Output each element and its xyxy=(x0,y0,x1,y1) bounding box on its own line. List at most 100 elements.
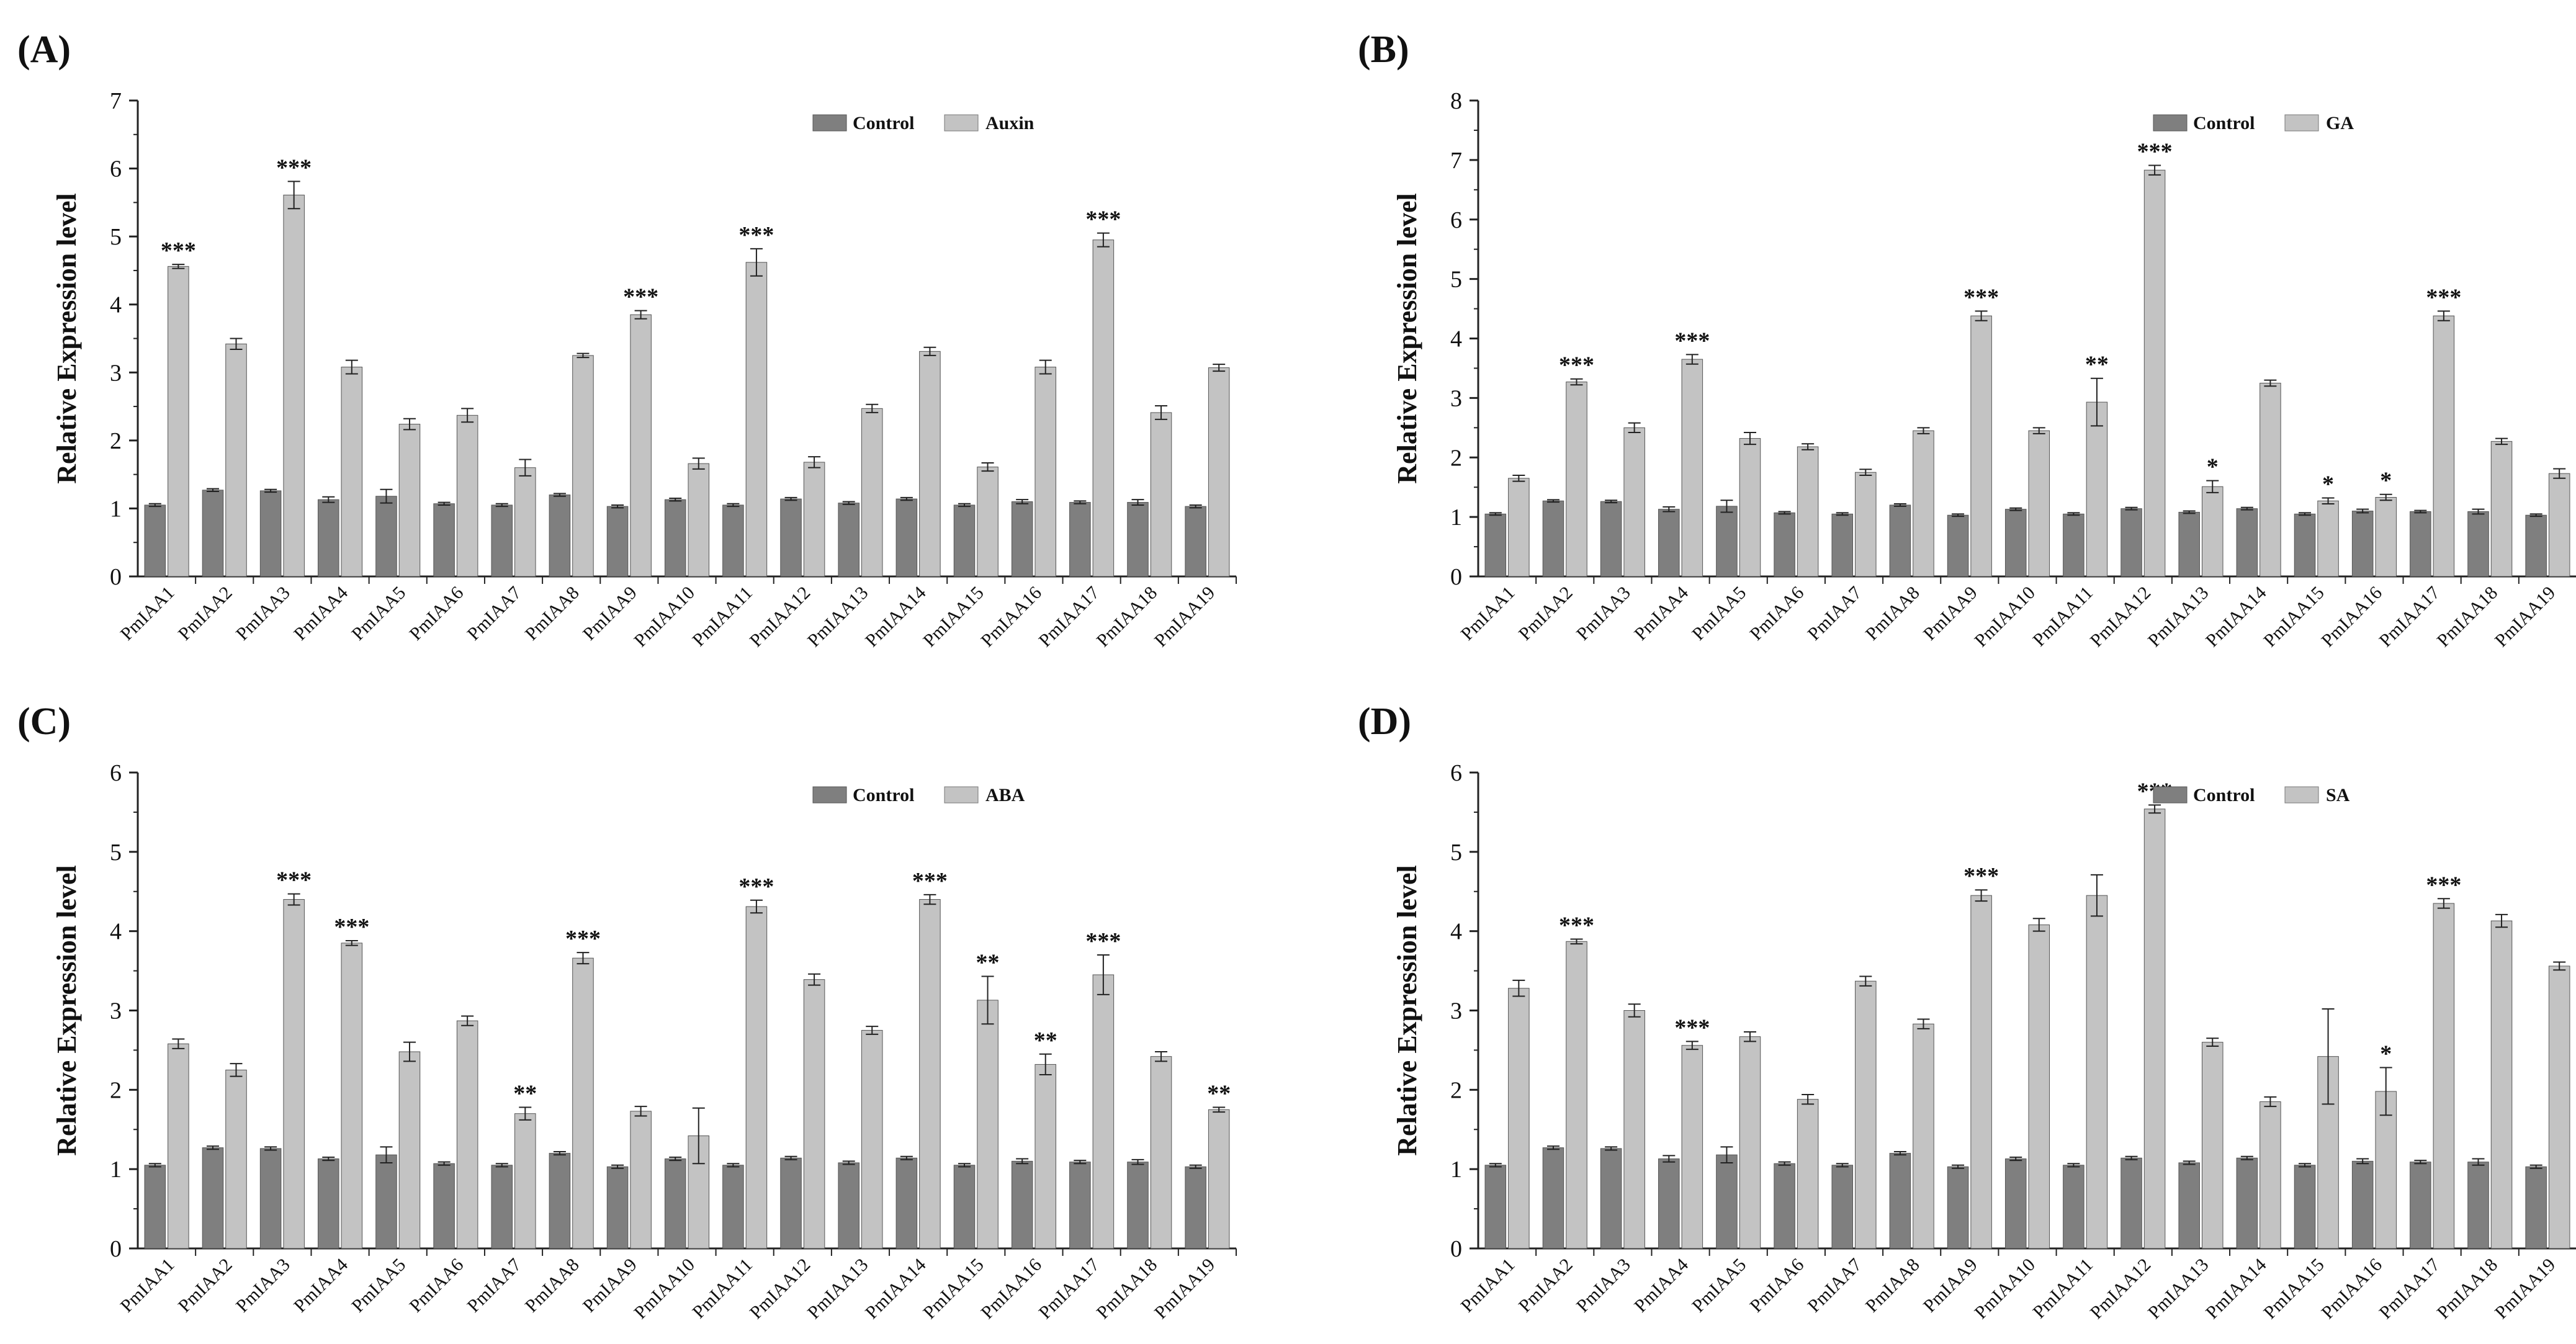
legend-label-control: Control xyxy=(2193,113,2255,133)
control-bar xyxy=(2410,1162,2431,1249)
treatment-bar xyxy=(977,467,999,577)
treatment-bar xyxy=(2490,441,2513,577)
control-bar xyxy=(549,1153,571,1249)
control-bar xyxy=(1069,502,1091,577)
significance-label: *** xyxy=(1674,328,1710,354)
x-tick-label: PmIAA3 xyxy=(1573,1255,1635,1317)
control-bar xyxy=(1484,513,1507,577)
control-bar xyxy=(2525,514,2547,577)
control-bar xyxy=(780,498,802,577)
x-tick-label: PmIAA6 xyxy=(405,1255,467,1317)
y-tick-label: 3 xyxy=(110,998,122,1024)
legend-swatch-treatment xyxy=(944,114,979,132)
y-tick-label: 4 xyxy=(1450,326,1462,352)
treatment-bar xyxy=(2201,1042,2224,1249)
legend-swatch-control xyxy=(2153,114,2188,132)
x-tick-label: PmIAA5 xyxy=(1688,1255,1750,1317)
x-tick-label: PmIAA1 xyxy=(1457,1255,1519,1317)
significance-label: *** xyxy=(1963,863,1999,889)
control-bar xyxy=(318,1158,339,1249)
x-tick-label: PmIAA4 xyxy=(1630,1255,1692,1317)
significance-label: *** xyxy=(2137,139,2173,165)
control-bar xyxy=(375,496,397,577)
treatment-bar xyxy=(341,943,363,1249)
x-tick-label: PmIAA16 xyxy=(977,1255,1046,1324)
legend-label-control: Control xyxy=(853,113,914,133)
control-bar xyxy=(491,504,513,577)
significance-label: ** xyxy=(1207,1080,1231,1106)
treatment-bar xyxy=(2260,1101,2281,1249)
treatment-bar xyxy=(1681,1045,1703,1249)
significance-label: ** xyxy=(2085,352,2109,378)
treatment-bar xyxy=(168,266,189,577)
treatment-bar xyxy=(1208,367,1230,577)
treatment-bar xyxy=(283,899,305,1249)
y-tick-label: 6 xyxy=(110,156,122,182)
control-bar xyxy=(202,1147,224,1249)
y-tick-label: 1 xyxy=(110,1157,122,1183)
legend-swatch-control xyxy=(2153,786,2188,804)
x-tick-label: PmIAA5 xyxy=(348,583,410,645)
control-bar xyxy=(549,495,571,577)
chart-svg: (D) Relative Expression level 0 1 2 3 4 5 6 PmIAA… xyxy=(1358,701,2576,1323)
control-bar xyxy=(144,1165,166,1249)
x-tick-label: PmIAA18 xyxy=(1093,1255,1162,1324)
control-bar xyxy=(2236,1157,2258,1249)
significance-label: *** xyxy=(912,868,948,894)
x-tick-label: PmIAA15 xyxy=(919,1255,988,1324)
legend-label-control: Control xyxy=(2193,785,2255,805)
x-tick-label: PmIAA2 xyxy=(1515,583,1577,645)
treatment-bar xyxy=(514,1113,536,1249)
treatment-bar xyxy=(456,1020,478,1249)
control-bar xyxy=(259,490,282,577)
x-tick-label: PmIAA8 xyxy=(521,583,583,645)
control-bar xyxy=(2120,508,2142,577)
treatment-bar xyxy=(745,906,768,1249)
treatment-bar xyxy=(1913,1023,1934,1249)
legend-swatch-control xyxy=(812,114,847,132)
treatment-bar xyxy=(1739,438,1761,577)
treatment-bar xyxy=(514,467,536,577)
treatment-bar xyxy=(1092,974,1115,1249)
control-bar xyxy=(2063,513,2085,577)
treatment-bar xyxy=(1566,941,1587,1249)
control-bar xyxy=(375,1154,397,1249)
treatment-bar xyxy=(1508,988,1530,1249)
control-bar xyxy=(1185,1166,1206,1249)
treatment-bar xyxy=(1913,430,1934,577)
significance-label: *** xyxy=(1963,284,1999,310)
control-bar xyxy=(895,498,918,577)
treatment-bar xyxy=(2548,473,2570,577)
x-tick-label: PmIAA10 xyxy=(630,1255,699,1324)
significance-label: * xyxy=(2380,468,2392,494)
control-bar xyxy=(1774,1163,1795,1249)
treatment-bar xyxy=(225,343,247,577)
control-bar xyxy=(1947,1166,1969,1249)
significance-label: *** xyxy=(1674,1015,1710,1041)
x-tick-label: PmIAA17 xyxy=(1035,1255,1104,1324)
control-bar xyxy=(2525,1166,2547,1249)
control-bar xyxy=(2120,1157,2142,1249)
x-tick-label: PmIAA19 xyxy=(1151,1255,1219,1324)
panel-c: (C) Relative Expression level 0 1 2 3 4 5 6 PmIAA… xyxy=(0,672,1288,1344)
x-tick-label: PmIAA6 xyxy=(405,583,467,645)
control-bar xyxy=(1889,504,1911,577)
panel-label: (D) xyxy=(1358,701,1411,743)
significance-label: *** xyxy=(161,238,196,264)
y-axis-label: Relative Expression level xyxy=(1392,865,1422,1155)
treatment-bar xyxy=(572,355,594,577)
x-tick-label: PmIAA13 xyxy=(2144,583,2213,652)
x-tick-label: PmIAA12 xyxy=(746,1255,815,1324)
y-tick-label: 4 xyxy=(1450,919,1462,945)
treatment-bar xyxy=(1797,1099,1819,1249)
treatment-bar xyxy=(861,1029,883,1249)
x-tick-label: PmIAA14 xyxy=(2202,583,2271,652)
y-tick-label: 6 xyxy=(1450,760,1462,786)
control-bar xyxy=(2351,1160,2374,1249)
control-bar xyxy=(1831,1165,1854,1249)
treatment-bar xyxy=(745,262,768,577)
control-bar xyxy=(491,1165,513,1249)
control-bar xyxy=(1185,506,1206,577)
control-bar xyxy=(1011,501,1033,577)
legend-label-treatment: ABA xyxy=(985,785,1025,805)
